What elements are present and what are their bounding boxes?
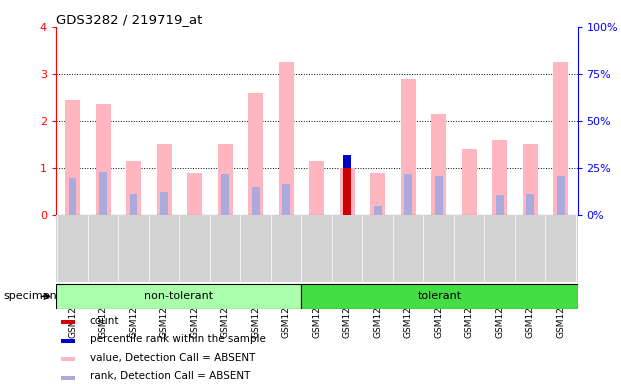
Bar	[343, 155, 351, 168]
FancyBboxPatch shape	[56, 283, 301, 309]
Text: count: count	[90, 316, 119, 326]
Bar	[523, 144, 538, 215]
Bar	[309, 161, 324, 215]
Bar	[527, 194, 534, 215]
Text: non-tolerant: non-tolerant	[144, 291, 213, 301]
Bar	[61, 358, 76, 361]
Bar	[61, 320, 76, 324]
Bar	[431, 114, 446, 215]
Bar	[96, 104, 111, 215]
Bar	[374, 206, 381, 215]
Bar	[404, 174, 412, 215]
Bar	[248, 93, 263, 215]
Bar	[496, 195, 504, 215]
Bar	[65, 100, 80, 215]
Bar	[343, 168, 351, 215]
FancyBboxPatch shape	[301, 283, 578, 309]
Bar	[461, 149, 477, 215]
Text: value, Detection Call = ABSENT: value, Detection Call = ABSENT	[90, 353, 255, 363]
Bar	[435, 177, 443, 215]
Bar	[401, 79, 416, 215]
Bar	[156, 144, 172, 215]
Bar	[283, 184, 290, 215]
Bar	[279, 62, 294, 215]
Bar	[61, 339, 76, 343]
Bar	[126, 161, 142, 215]
Bar	[340, 168, 355, 215]
Bar	[557, 177, 564, 215]
Bar	[187, 173, 202, 215]
Bar	[252, 187, 260, 215]
Bar	[61, 376, 76, 380]
Bar	[221, 174, 229, 215]
Bar	[160, 192, 168, 215]
Bar	[69, 178, 76, 215]
Bar	[217, 144, 233, 215]
Bar	[492, 140, 507, 215]
Bar	[130, 194, 137, 215]
Text: tolerant: tolerant	[417, 291, 461, 301]
Bar	[370, 173, 386, 215]
Bar	[99, 172, 107, 215]
Text: specimen: specimen	[3, 291, 57, 301]
Text: rank, Detection Call = ABSENT: rank, Detection Call = ABSENT	[90, 371, 250, 381]
Text: percentile rank within the sample: percentile rank within the sample	[90, 334, 266, 344]
Bar	[553, 62, 568, 215]
Text: GDS3282 / 219719_at: GDS3282 / 219719_at	[56, 13, 202, 26]
